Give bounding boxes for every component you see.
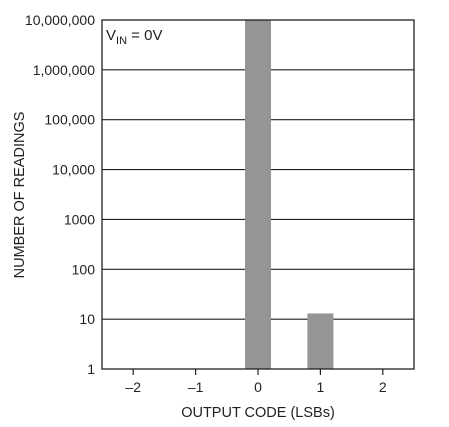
x-tick-label: 2 [379,379,387,395]
y-tick-label: 10,000 [52,162,95,178]
y-tick-label: 1,000,000 [33,62,95,78]
bars [245,20,334,369]
y-tick-label: 100,000 [44,112,95,128]
y-axis-ticks: 1 10 100 1000 10,000 100,000 1,000,000 10,000,0… [25,12,95,377]
y-axis-title: NUMBER OF READINGS [12,112,28,279]
annotation-vin: VIN = 0V [106,27,162,47]
bar-3 [307,313,334,369]
y-tick-label: 100 [72,261,96,277]
annotation-suffix: = 0V [127,27,162,44]
bar-2 [245,20,271,369]
y-tick-label: 1 [87,361,95,377]
y-tick-label: 10 [79,311,95,327]
annotation-prefix: V [106,27,116,44]
x-tick-label: 0 [254,379,262,395]
y-tick-label: 1000 [64,211,95,227]
y-tick-label: 10,000,000 [25,12,95,28]
x-axis-title: OUTPUT CODE (LSBs) [181,405,335,421]
x-tick-label: –1 [188,379,204,395]
annotation-subscript: IN [116,35,127,47]
x-axis-ticks: –2 –1 0 1 2 [125,369,387,395]
x-tick-label: –2 [125,379,141,395]
x-tick-label: 1 [317,379,325,395]
